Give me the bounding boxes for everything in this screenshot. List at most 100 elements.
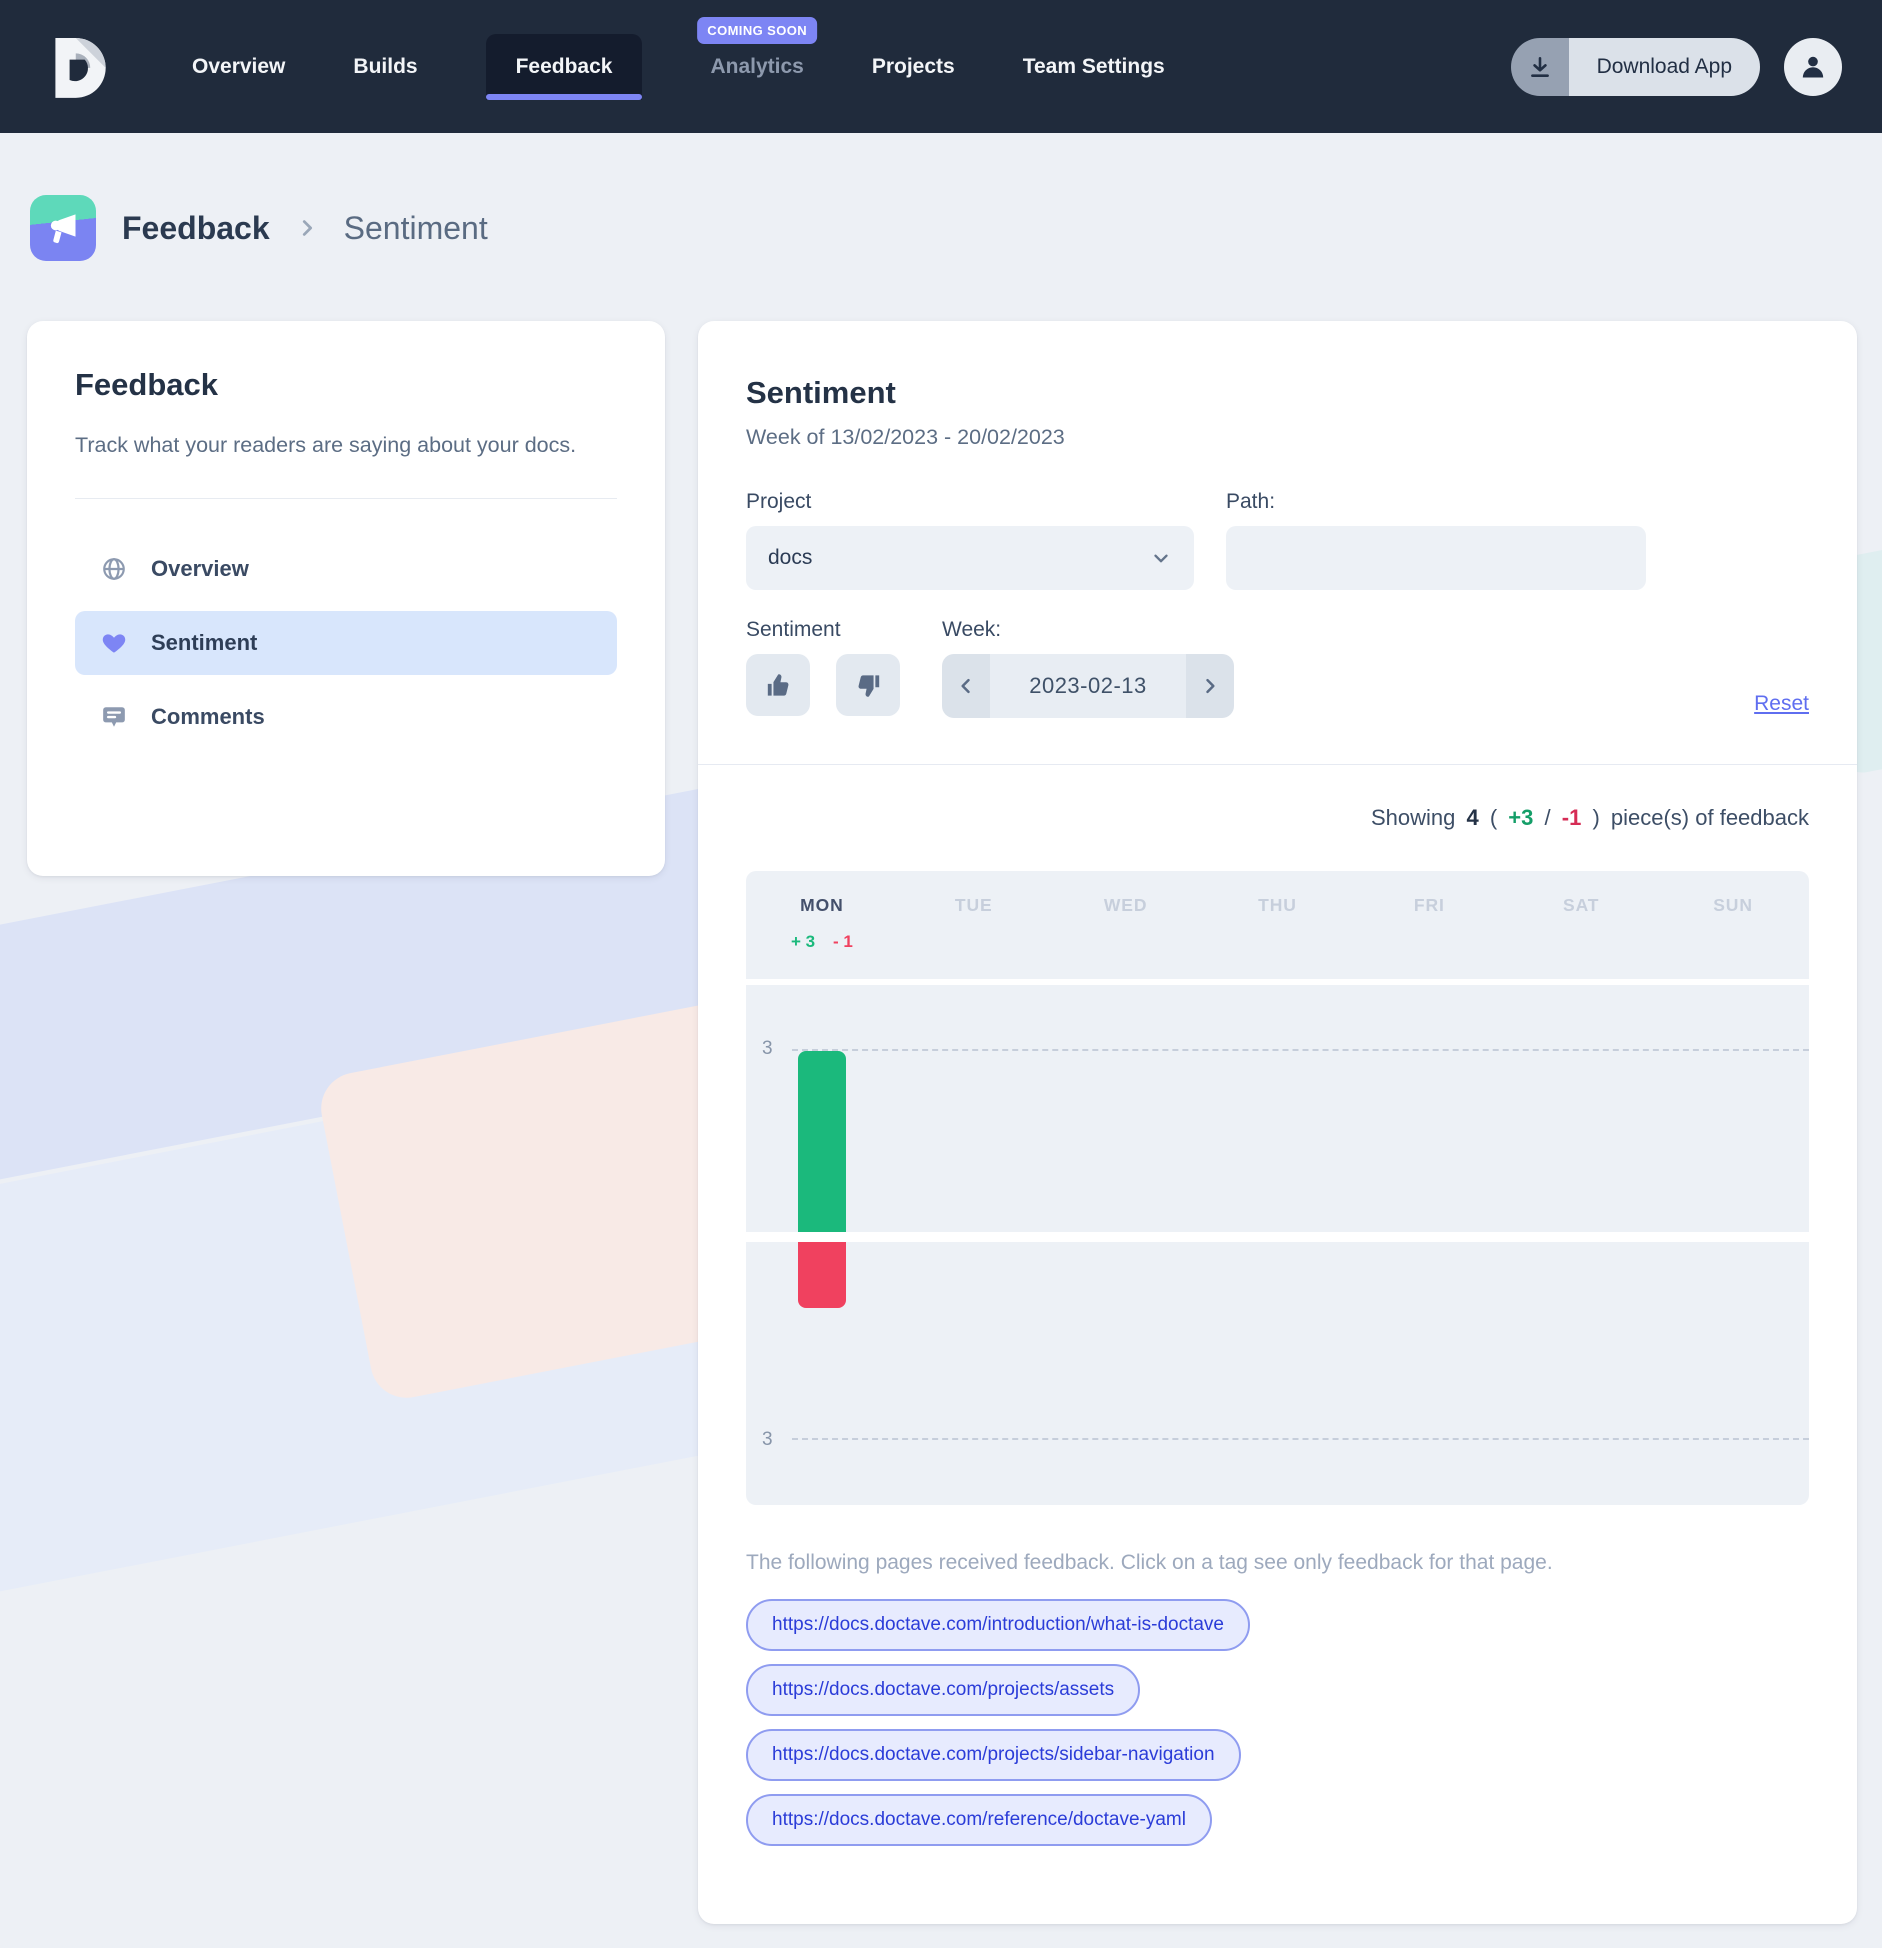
sidebar-item-label: Comments [151, 704, 265, 729]
sidebar-menu: Overview Sentiment [75, 537, 617, 749]
download-app-label: Download App [1568, 37, 1760, 96]
day-label: FRI [1413, 895, 1445, 915]
chart-zero-gap [746, 1232, 1809, 1242]
day-column: MON + 3- 1 [746, 895, 898, 979]
week-filter-group: Week: 2023-02-13 [942, 618, 1234, 718]
path-label: Path: [1226, 490, 1276, 513]
chart-positive-area: 3 [746, 985, 1809, 1232]
summary-positive-count: +3 [1508, 805, 1534, 830]
chevron-right-icon [302, 220, 312, 236]
user-avatar[interactable] [1784, 37, 1842, 96]
day-label: SAT [1563, 895, 1600, 915]
project-select-value: docs [768, 546, 813, 569]
summary-tail: piece(s) of feedback [1610, 805, 1809, 830]
day-label: SUN [1713, 895, 1753, 915]
previous-week-button[interactable] [942, 654, 990, 718]
breadcrumb: Feedback Sentiment [30, 195, 1882, 261]
sidebar-description: Track what your readers are saying about… [75, 433, 577, 457]
day-column: FRI [1353, 895, 1505, 979]
nav-item[interactable]: Builds [353, 0, 417, 133]
project-label: Project [746, 490, 812, 513]
chart-header: MON + 3- 1 TUE WED THU FRI SAT SUN [746, 871, 1809, 979]
summary-total: 4 [1466, 805, 1479, 830]
feedback-sidebar-card: Feedback Track what your readers are say… [27, 321, 665, 876]
day-label: THU [1258, 895, 1297, 915]
content-area: Feedback Track what your readers are say… [27, 321, 1857, 1924]
day-label: TUE [954, 895, 993, 915]
nav-item-label: Team Settings [1022, 54, 1165, 78]
tag-row: https://docs.doctave.com/projects/sideba… [746, 1729, 1809, 1781]
summary-open-paren: ( [1489, 805, 1498, 830]
day-column: SUN [1657, 895, 1809, 979]
sidebar-item-label: Overview [151, 556, 249, 581]
nav-item[interactable]: Overview [192, 0, 285, 133]
chart-negative-area: 3 [746, 1242, 1809, 1505]
sentiment-label: Sentiment [746, 618, 841, 641]
download-icon [1510, 37, 1569, 96]
nav-item[interactable]: Feedback [485, 33, 643, 100]
coming-soon-badge: COMING SOON [697, 17, 818, 44]
nav-item-label: Analytics [710, 54, 804, 78]
panel-divider [698, 764, 1857, 765]
sidebar-item-label: Sentiment [151, 630, 258, 655]
heart-icon [101, 630, 127, 656]
nav-item[interactable]: COMING SOON Analytics [697, 0, 818, 133]
y-axis-tick-positive: 3 [762, 1038, 773, 1059]
week-range-subtitle: Week of 13/02/2023 - 20/02/2023 [746, 425, 1065, 449]
chevron-left-icon [961, 678, 970, 694]
sentiment-filter-group: Sentiment [746, 618, 900, 716]
positive-bar [797, 1051, 846, 1232]
summary-close-paren: ) [1592, 805, 1600, 830]
globe-icon [101, 556, 127, 582]
reset-link[interactable]: Reset [1754, 692, 1809, 715]
tag-row: https://docs.doctave.com/reference/docta… [746, 1794, 1809, 1846]
tag-row: https://docs.doctave.com/introduction/wh… [746, 1599, 1809, 1651]
sentiment-bar-chart: MON + 3- 1 TUE WED THU FRI SAT SUN 3 3 [746, 871, 1809, 1505]
week-stepper: 2023-02-13 [942, 654, 1234, 718]
day-column: SAT [1505, 895, 1657, 979]
feedback-page-tag[interactable]: https://docs.doctave.com/reference/docta… [746, 1794, 1212, 1846]
thumbs-down-button[interactable] [836, 654, 900, 716]
day-label: MON [800, 895, 844, 915]
nav-item-label: Overview [192, 54, 286, 78]
path-input[interactable] [1226, 526, 1646, 590]
sidebar-item[interactable]: Sentiment [75, 611, 617, 675]
thumbs-up-button[interactable] [746, 654, 810, 716]
day-annotation: + 3- 1 [790, 932, 853, 951]
doctave-logo-icon [40, 30, 114, 104]
nav-item[interactable]: Team Settings [1023, 0, 1165, 133]
chevron-right-icon [1206, 678, 1215, 694]
sidebar-item[interactable]: Comments [75, 685, 617, 749]
thumbs-down-icon [858, 674, 879, 697]
download-app-button[interactable]: Download App [1510, 37, 1760, 96]
nav-item[interactable]: Projects [872, 0, 955, 133]
y-axis-tick-negative: 3 [762, 1429, 773, 1450]
breadcrumb-section[interactable]: Feedback [122, 209, 270, 246]
summary-negative-count: -1 [1561, 805, 1582, 830]
week-value: 2023-02-13 [990, 654, 1186, 718]
chevron-down-icon [1154, 554, 1168, 563]
breadcrumb-page: Sentiment [343, 209, 488, 246]
nav-item-label: Feedback [515, 54, 613, 78]
sidebar-item[interactable]: Overview [75, 537, 617, 601]
sentiment-panel: Sentiment Week of 13/02/2023 - 20/02/202… [698, 321, 1857, 1924]
day-column: THU [1202, 895, 1354, 979]
project-select[interactable]: docs [746, 526, 1194, 590]
tag-row: https://docs.doctave.com/projects/assets [746, 1664, 1809, 1716]
day-column: TUE [898, 895, 1050, 979]
thumbs-up-icon [767, 673, 788, 696]
feedback-page-tag[interactable]: https://docs.doctave.com/projects/sideba… [746, 1729, 1241, 1781]
nav-item-label: Projects [871, 54, 955, 78]
feedback-page-tag[interactable]: https://docs.doctave.com/introduction/wh… [746, 1599, 1251, 1651]
summary-lead: Showing [1370, 805, 1456, 830]
next-week-button[interactable] [1186, 654, 1234, 718]
project-filter-group: Project docs [746, 490, 1194, 590]
week-label: Week: [942, 618, 1002, 641]
pages-note: The following pages received feedback. C… [746, 1551, 1553, 1574]
feedback-page-tag[interactable]: https://docs.doctave.com/projects/assets [746, 1664, 1141, 1716]
path-filter-group: Path: [1226, 490, 1646, 590]
filters: Project docs Path: Sentiment [746, 490, 1809, 718]
gridline-negative [792, 1438, 1809, 1440]
day-label: WED [1103, 895, 1148, 915]
nav-item-label: Builds [353, 54, 418, 78]
